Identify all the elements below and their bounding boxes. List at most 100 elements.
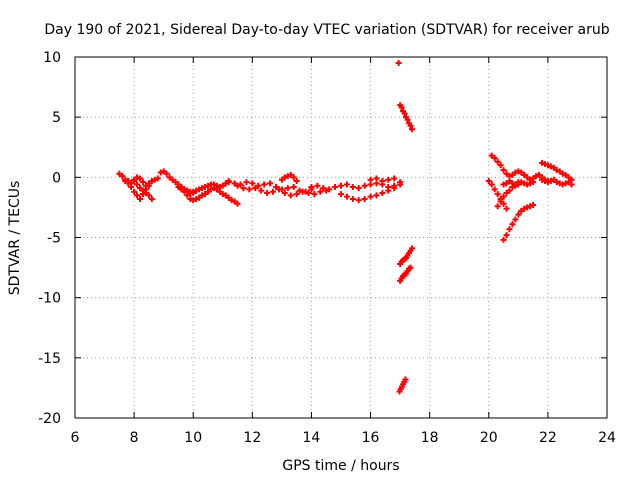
y-tick-label: -15: [38, 351, 61, 367]
data-point: [497, 198, 504, 205]
data-point: [361, 182, 368, 189]
data-point: [361, 195, 368, 202]
data-point: [332, 183, 339, 190]
data-point: [488, 181, 495, 188]
data-point: [407, 264, 414, 271]
x-tick-label: 6: [71, 430, 80, 446]
data-point: [349, 195, 356, 202]
data-point: [500, 236, 507, 243]
x-axis-label: GPS time / hours: [282, 458, 399, 474]
data-series: [530, 171, 551, 184]
data-point: [568, 181, 575, 188]
data-point: [145, 192, 152, 199]
data-series: [397, 264, 414, 284]
data-point: [506, 226, 513, 233]
data-point: [515, 211, 522, 218]
x-tick-label: 20: [480, 430, 498, 446]
data-point: [379, 177, 386, 184]
data-point: [355, 197, 362, 204]
y-tick-label: -10: [38, 291, 61, 307]
y-axis-label: SDTVAR / TECUs: [7, 181, 23, 296]
data-point: [134, 181, 141, 188]
data-point: [408, 126, 415, 133]
data-point: [402, 376, 409, 383]
data-series: [396, 376, 409, 395]
y-tick-label: 10: [43, 50, 61, 66]
data-point: [299, 188, 306, 195]
x-tick-label: 18: [421, 430, 439, 446]
data-point: [134, 192, 141, 199]
x-tick-label: 10: [184, 430, 202, 446]
x-tick-label: 12: [243, 430, 261, 446]
data-point: [500, 193, 507, 200]
data-point: [267, 180, 274, 187]
data-point: [506, 187, 513, 194]
data-point: [395, 60, 402, 67]
axis-ticks: 6 8 10 12 14 16 18 20 22 24 -20 -15 -10 -5 0 5 10: [38, 50, 616, 446]
data-point: [131, 188, 138, 195]
data-series: [175, 179, 232, 196]
data-point: [125, 180, 132, 187]
x-tick-label: 22: [539, 430, 557, 446]
data-point: [131, 176, 138, 183]
data-point: [401, 110, 408, 117]
data-series: [488, 152, 534, 183]
data-point: [240, 185, 247, 192]
grid-lines: [75, 57, 607, 418]
data-point: [408, 245, 415, 252]
data-series: [395, 60, 402, 67]
data-point: [308, 183, 315, 190]
data-point: [398, 104, 405, 111]
data-point: [139, 179, 146, 186]
data-point: [234, 182, 241, 189]
data-point: [154, 175, 161, 182]
data-point: [373, 192, 380, 199]
data-point: [407, 122, 414, 129]
data-point: [367, 176, 374, 183]
data-point: [491, 186, 498, 193]
data-series: [131, 176, 155, 202]
data-point: [137, 175, 144, 182]
data-point: [544, 177, 551, 184]
data-point: [252, 185, 259, 192]
data-point: [349, 183, 356, 190]
data-point: [137, 195, 144, 202]
data-points: [116, 60, 575, 395]
data-point: [491, 155, 498, 162]
x-tick-label: 24: [598, 430, 616, 446]
data-series: [338, 185, 398, 204]
data-point: [494, 158, 501, 165]
y-tick-label: -20: [38, 411, 61, 427]
data-point: [264, 189, 271, 196]
data-point: [163, 170, 170, 177]
y-tick-label: 5: [52, 110, 61, 126]
data-point: [225, 177, 232, 184]
data-point: [326, 186, 333, 193]
data-point: [367, 193, 374, 200]
data-point: [243, 179, 250, 186]
data-point: [509, 221, 516, 228]
data-point: [512, 216, 519, 223]
data-point: [119, 173, 126, 180]
data-point: [281, 189, 288, 196]
data-point: [397, 179, 404, 186]
data-point: [338, 191, 344, 198]
data-point: [355, 185, 362, 192]
data-point: [145, 182, 152, 189]
data-point: [258, 187, 265, 194]
data-point: [385, 187, 392, 194]
data-point: [343, 193, 350, 200]
data-point: [284, 185, 291, 192]
data-point: [290, 183, 297, 190]
x-tick-label: 14: [303, 430, 321, 446]
data-series: [234, 182, 330, 199]
data-point: [293, 191, 300, 198]
data-point: [293, 177, 300, 184]
data-point: [530, 202, 537, 209]
data-point: [485, 177, 492, 184]
data-point: [373, 175, 380, 182]
data-series: [278, 171, 300, 184]
data-point: [261, 181, 268, 188]
y-tick-label: 0: [52, 170, 61, 186]
data-point: [246, 186, 253, 193]
